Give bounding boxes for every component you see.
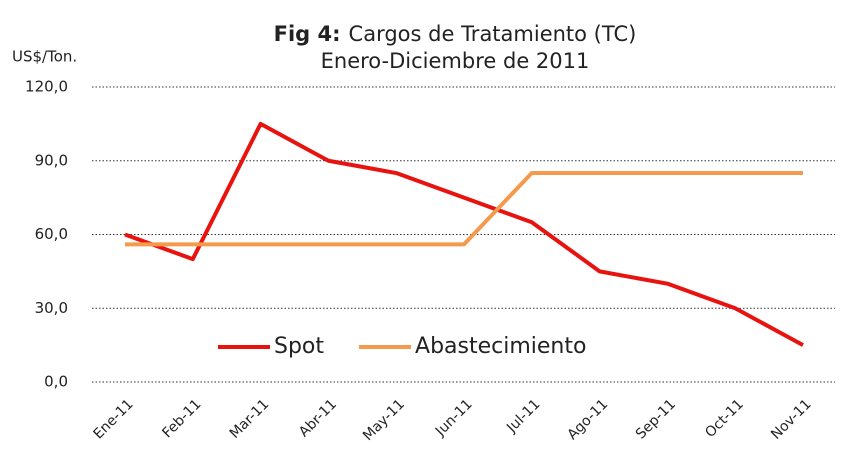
x-tick-label: Ago-11 bbox=[564, 396, 611, 443]
y-axis-label: US$/Ton. bbox=[12, 48, 77, 66]
legend-label: Abastecimiento bbox=[415, 334, 586, 359]
y-tick-label: 120,0 bbox=[25, 78, 68, 96]
x-tick-label: Nov-11 bbox=[768, 396, 815, 443]
x-tick-label: Jul-11 bbox=[503, 396, 543, 436]
x-tick-label: Sep-11 bbox=[633, 396, 679, 442]
y-tick-label: 0,0 bbox=[44, 373, 68, 391]
series-line bbox=[124, 121, 804, 347]
x-tick-label: Mar-11 bbox=[227, 396, 273, 442]
y-tick-label: 60,0 bbox=[35, 225, 68, 243]
x-tick-label: Ene-11 bbox=[91, 396, 137, 442]
title-label: Fig 4: bbox=[274, 22, 341, 46]
title-text: Cargos de Tratamiento (TC) bbox=[349, 22, 637, 46]
x-tick-label: Abr-11 bbox=[296, 396, 340, 440]
chart-subtitle: Enero-Diciembre de 2011 bbox=[321, 49, 590, 73]
y-tick-label: 90,0 bbox=[35, 151, 68, 169]
y-tick-label: 30,0 bbox=[35, 299, 68, 317]
legend-label: Spot bbox=[274, 334, 324, 359]
x-tick-label: Oct-11 bbox=[702, 396, 747, 441]
chart-title: Fig 4: Cargos de Tratamiento (TC) bbox=[274, 22, 637, 46]
x-tick-label: May-11 bbox=[360, 396, 408, 444]
x-tick-label: Jun-11 bbox=[432, 396, 476, 440]
series-line bbox=[125, 171, 803, 247]
x-tick-label: Feb-11 bbox=[159, 396, 204, 441]
